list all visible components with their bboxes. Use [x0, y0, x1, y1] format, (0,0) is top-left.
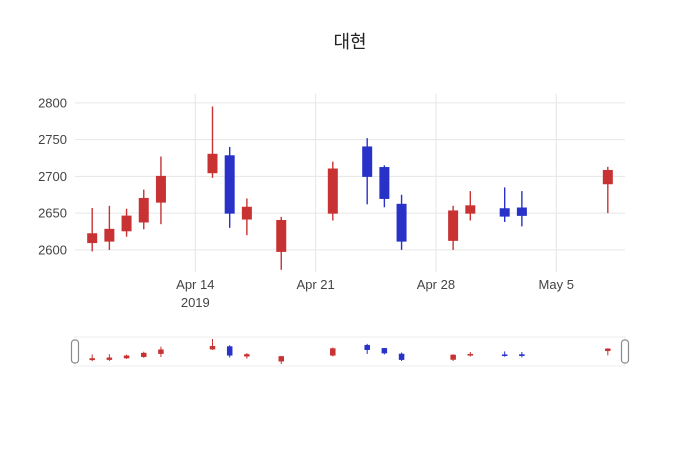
candle-up [155, 156, 166, 225]
y-tick-label: 2600 [38, 242, 67, 257]
candle-up [276, 216, 287, 270]
rangeslider-candle [89, 354, 95, 362]
y-tick-label: 2650 [38, 206, 67, 221]
rangeslider-candle [467, 351, 474, 357]
candle-down [379, 165, 390, 208]
rangeslider-candle [226, 345, 233, 358]
candle-up [327, 161, 338, 221]
rangeslider-candle [501, 351, 508, 357]
rangeslider-candle [123, 354, 130, 359]
x-tick-label: Apr 14 [176, 277, 214, 292]
candle-down [224, 146, 235, 228]
rangeslider-candle [330, 347, 336, 357]
candle-down [362, 138, 373, 205]
candle-up [241, 198, 252, 236]
chart-title: 대현 [333, 32, 367, 52]
rangeslider-candle [278, 355, 284, 364]
candle-down [516, 191, 527, 227]
rangeslider-candle [398, 352, 405, 361]
x-tick-label: Apr 21 [296, 277, 334, 292]
x-tick-sublabel: 2019 [181, 295, 210, 310]
candle-up [138, 189, 149, 230]
rangeslider-candle [450, 354, 456, 361]
rangeslider-candle [519, 351, 525, 358]
rangeslider-left-handle[interactable] [70, 339, 80, 364]
rangeslider-candle [364, 343, 370, 354]
candle-up [602, 166, 613, 214]
y-tick-label: 2800 [38, 95, 67, 110]
rangeslider-candle [106, 354, 113, 361]
rangeslider-candle [158, 346, 164, 358]
x-tick-label: May 5 [539, 277, 574, 292]
rangeslider[interactable] [74, 336, 626, 367]
rangeslider-candle [209, 339, 216, 350]
candle-up [465, 191, 476, 221]
candle-up [87, 208, 98, 252]
rangeslider-candle [381, 348, 388, 355]
candle-up [448, 205, 459, 250]
candle-up [104, 205, 115, 250]
candle-up [121, 208, 132, 237]
rangeslider-right-handle[interactable] [620, 339, 630, 364]
candle-up [207, 106, 218, 178]
y-tick-label: 2750 [38, 132, 67, 147]
x-tick-label: Apr 28 [417, 277, 455, 292]
rangeslider-candle [141, 351, 147, 358]
candle-down [499, 187, 510, 222]
candle-down [396, 194, 407, 250]
rangeslider-candle [605, 348, 611, 356]
rangeslider-candle [244, 353, 250, 359]
y-tick-label: 2700 [38, 169, 67, 184]
